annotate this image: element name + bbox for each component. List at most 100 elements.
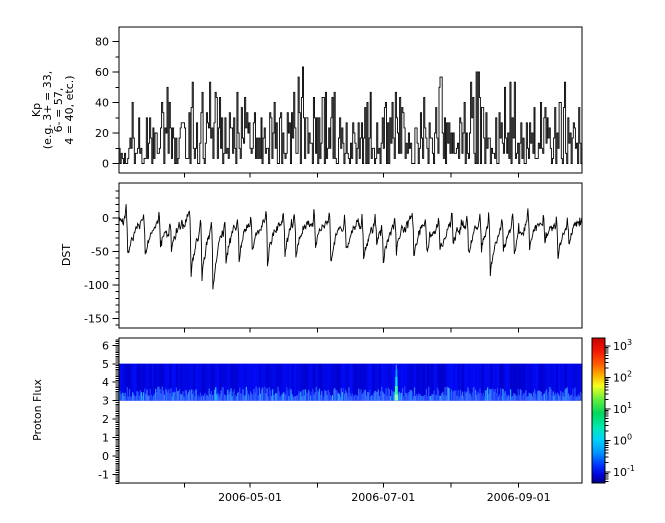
flux-bottom-striation <box>244 395 246 401</box>
flux-bottom-striation <box>384 394 386 401</box>
flux-column <box>317 363 321 401</box>
flux-bottom-striation <box>267 396 269 401</box>
flux-bottom-striation <box>552 391 554 401</box>
flux-column <box>197 363 201 401</box>
colorbar-exponent: 3 <box>627 338 632 347</box>
flux-bottom-striation <box>388 389 391 401</box>
flux-bottom-striation <box>460 394 463 401</box>
flux-column <box>195 363 199 401</box>
flux-column <box>505 363 509 401</box>
flux-bottom-striation <box>341 392 344 401</box>
flux-column <box>372 363 375 401</box>
flux-bottom-striation <box>124 392 126 401</box>
flux-column <box>236 363 240 401</box>
colorbar-exponent: 1 <box>627 401 632 410</box>
flux-bottom-striation <box>322 394 324 401</box>
flux-bottom-striation <box>183 396 185 401</box>
flux-column <box>132 363 135 401</box>
flux-column <box>241 363 244 401</box>
flux-bottom-striation <box>495 392 498 401</box>
flux-bottom-striation <box>302 389 304 401</box>
flux-bottom-striation <box>545 389 548 401</box>
flux-column <box>208 363 212 401</box>
flux-column <box>383 363 386 401</box>
flux-bottom-striation <box>187 392 190 401</box>
flux-column <box>527 363 530 401</box>
flux-column <box>365 363 369 401</box>
flux-column <box>435 363 439 401</box>
flux-bottom-striation <box>482 392 484 401</box>
flux-column <box>464 363 467 401</box>
flux-column <box>477 363 480 401</box>
flux-column <box>416 363 419 401</box>
colorbar-tick-label: 101 <box>613 401 632 416</box>
flux-column <box>450 363 454 401</box>
flux-bottom-striation <box>164 388 167 401</box>
flux-bottom-striation <box>513 393 515 401</box>
colorbar-exponent: -1 <box>627 464 635 473</box>
flux-bottom-striation <box>321 391 323 401</box>
tick-labels-group: 0204060800-50-100-150-101234562006-05-01… <box>84 36 635 505</box>
flux-bottom-striation <box>484 390 487 401</box>
flux-column <box>575 363 579 401</box>
flux-bottom-striation <box>566 387 569 401</box>
flux-bottom-striation <box>477 391 479 401</box>
flux-bottom-striation <box>265 393 267 401</box>
flux-bottom-striation <box>189 391 192 401</box>
flux-bottom-striation <box>511 396 513 401</box>
flux-bottom-striation <box>369 389 371 401</box>
flux-column <box>525 363 528 401</box>
flux-bottom-striation <box>349 392 351 401</box>
flux-column <box>407 363 410 401</box>
flux-bottom-striation <box>193 390 195 401</box>
flux-column <box>250 363 253 401</box>
flux-bottom-striation <box>411 391 413 401</box>
flux-column <box>326 363 330 401</box>
proton-y-tick-label: -1 <box>98 468 109 481</box>
flux-column <box>389 363 393 401</box>
flux-bottom-striation <box>146 389 148 401</box>
flux-bottom-striation <box>283 392 286 401</box>
flux-column <box>501 363 504 401</box>
flux-column <box>280 363 284 401</box>
flux-bottom-striation <box>379 390 382 401</box>
flux-bottom-striation <box>165 389 168 401</box>
flux-column <box>258 363 262 401</box>
flux-bottom-striation <box>217 392 219 401</box>
flux-bottom-striation <box>457 389 459 401</box>
flux-bottom-striation <box>473 387 476 401</box>
flux-column <box>136 363 140 401</box>
flux-bottom-striation <box>528 392 530 401</box>
flux-column <box>352 363 356 401</box>
flux-bottom-striation <box>234 394 237 401</box>
flux-spike <box>394 394 399 401</box>
flux-bottom-striation <box>516 395 518 401</box>
flux-bottom-striation <box>279 396 281 401</box>
flux-column <box>479 363 482 401</box>
flux-bottom-striation <box>212 394 215 401</box>
flux-bottom-striation <box>476 395 478 401</box>
proton-y-tick-label: 4 <box>102 376 109 389</box>
flux-bottom-striation <box>562 392 564 401</box>
flux-bottom-striation <box>402 396 405 401</box>
flux-bottom-striation <box>437 390 440 401</box>
flux-bottom-striation <box>391 391 394 401</box>
flux-bottom-striation <box>304 389 306 401</box>
flux-column <box>335 363 338 401</box>
flux-column <box>263 363 266 401</box>
flux-column <box>568 363 572 401</box>
colorbar-exponent: 0 <box>627 432 632 441</box>
flux-bottom-striation <box>210 391 213 401</box>
flux-column <box>151 363 155 401</box>
flux-bottom-striation <box>318 388 321 401</box>
flux-column <box>577 363 581 401</box>
flux-column <box>359 363 362 401</box>
flux-bottom-striation <box>387 387 389 401</box>
flux-bottom-striation <box>532 392 535 401</box>
flux-column <box>204 363 207 401</box>
flux-bottom-striation <box>144 388 146 401</box>
flux-column <box>289 363 292 401</box>
flux-bottom-striation <box>139 390 142 401</box>
flux-bottom-striation <box>423 395 425 401</box>
flux-bottom-striation <box>185 390 187 401</box>
